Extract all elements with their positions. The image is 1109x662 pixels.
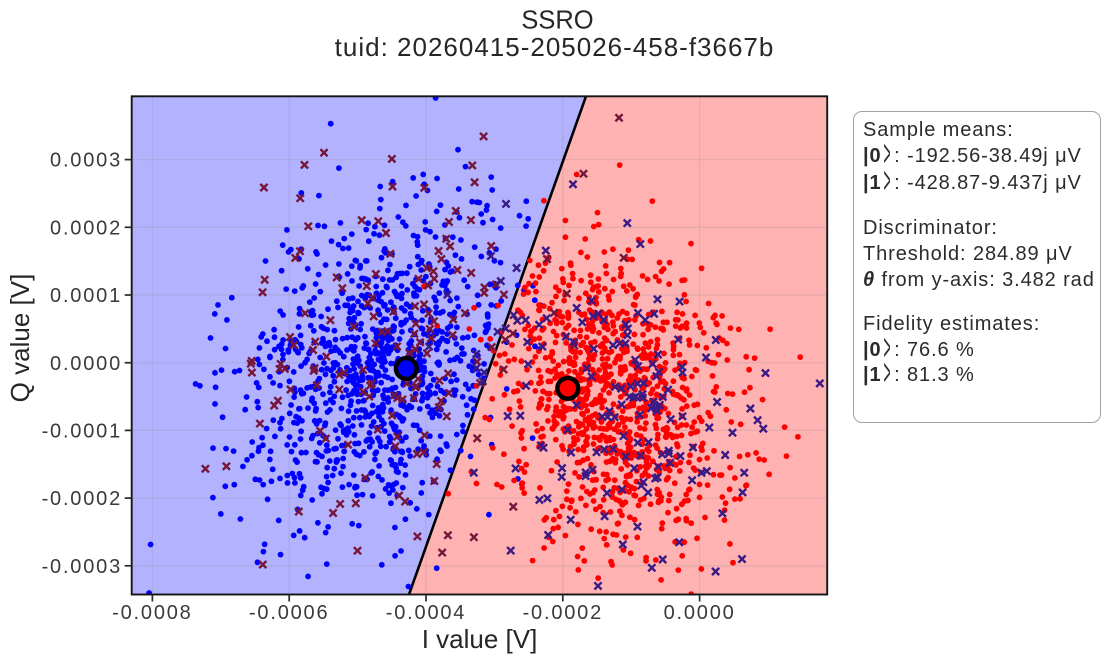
svg-text:tuid: 20260415-205026-458-f366: tuid: 20260415-205026-458-f3667b xyxy=(335,32,775,62)
svg-text:0.0003: 0.0003 xyxy=(50,150,122,172)
svg-text:I value [V]: I value [V] xyxy=(422,624,538,654)
svg-text:Q value [V]: Q value [V] xyxy=(5,274,35,403)
svg-text:-0.0001: -0.0001 xyxy=(42,420,122,442)
svg-text:0.0001: 0.0001 xyxy=(50,285,122,307)
svg-text:SSRO: SSRO xyxy=(521,7,593,35)
svg-text:-0.0008: -0.0008 xyxy=(112,602,192,624)
svg-text:-0.0004: -0.0004 xyxy=(386,602,466,624)
svg-text:-0.0006: -0.0006 xyxy=(249,602,329,624)
svg-text:0.0000: 0.0000 xyxy=(664,602,736,624)
svg-text:-0.0002: -0.0002 xyxy=(523,602,603,624)
svg-text:0.0000: 0.0000 xyxy=(50,353,122,375)
svg-text:0.0002: 0.0002 xyxy=(50,217,122,239)
svg-text:-0.0002: -0.0002 xyxy=(42,488,122,510)
svg-text:-0.0003: -0.0003 xyxy=(42,556,122,578)
